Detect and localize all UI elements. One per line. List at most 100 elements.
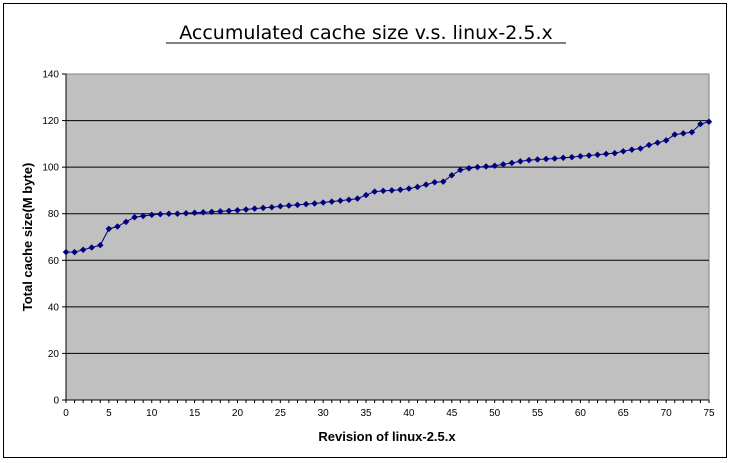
y-tick-label: 0 (53, 396, 59, 407)
data-point (559, 154, 567, 162)
data-point (414, 183, 421, 191)
data-point (234, 206, 241, 214)
data-point (491, 162, 499, 170)
data-point (251, 205, 258, 212)
data-point (697, 120, 704, 128)
y-tick-label: 40 (48, 302, 60, 313)
data-point (122, 218, 130, 226)
data-point (585, 152, 593, 159)
data-point (285, 202, 293, 209)
data-point (294, 201, 301, 209)
data-point (662, 137, 670, 144)
data-point (679, 130, 687, 137)
y-tick-label: 80 (48, 209, 60, 220)
data-point (88, 244, 96, 251)
data-point (379, 187, 387, 195)
plot-area (65, 73, 710, 401)
data-point (637, 145, 644, 152)
data-point (259, 204, 267, 212)
x-tick-label: 70 (661, 408, 673, 419)
y-tick-label: 100 (42, 163, 59, 174)
data-point (457, 166, 464, 174)
data-point (474, 163, 481, 171)
x-tick-label: 55 (532, 408, 544, 419)
data-point (422, 181, 430, 188)
data-point (114, 223, 121, 230)
data-point (148, 211, 156, 219)
x-tick-label: 10 (146, 408, 158, 419)
x-tick-label: 0 (63, 408, 69, 419)
data-point (705, 118, 713, 126)
data-point (165, 210, 173, 218)
data-point (268, 203, 276, 211)
data-point (225, 207, 233, 215)
y-tick-label: 20 (48, 349, 60, 360)
data-point (371, 188, 378, 195)
data-point (534, 156, 541, 163)
series-group (62, 118, 713, 256)
data-point (594, 151, 601, 159)
data-point (568, 153, 576, 161)
data-point (276, 202, 284, 210)
data-point (216, 208, 224, 215)
x-tick-label: 60 (575, 408, 587, 419)
axes (62, 73, 710, 403)
data-point (431, 178, 439, 186)
data-point (191, 209, 198, 217)
data-point (156, 210, 164, 218)
data-point (602, 150, 610, 158)
x-tick-label: 50 (489, 408, 501, 419)
data-point (139, 212, 147, 220)
data-point (499, 160, 507, 168)
data-point (182, 209, 190, 217)
x-tick-label: 30 (318, 408, 330, 419)
data-point (517, 157, 524, 165)
data-point (482, 163, 490, 170)
x-tick-label: 45 (446, 408, 458, 419)
data-point (208, 208, 216, 216)
data-point (508, 159, 516, 167)
data-point (577, 152, 584, 160)
data-point (405, 185, 413, 192)
data-point (619, 147, 627, 155)
data-point (105, 225, 113, 233)
data-point (611, 149, 619, 157)
x-tick-label: 15 (189, 408, 201, 419)
data-point (302, 200, 310, 208)
data-point (174, 210, 181, 218)
data-point (448, 171, 456, 179)
data-point (525, 156, 533, 164)
x-tick-label: 35 (361, 408, 373, 419)
data-point (542, 155, 550, 163)
y-tick-label: 60 (48, 256, 60, 267)
x-tick-label: 65 (618, 408, 630, 419)
data-point (645, 141, 653, 149)
data-point (654, 139, 661, 147)
y-tick-label: 120 (42, 116, 59, 127)
data-point (671, 131, 679, 138)
x-tick-label: 5 (106, 408, 112, 419)
data-point (242, 206, 250, 213)
chart-title: Accumulated cache size v.s. linux-2.5.x (179, 22, 553, 44)
data-point (336, 197, 344, 205)
data-point (688, 128, 696, 136)
data-point (388, 187, 396, 194)
data-point (439, 178, 447, 185)
x-tick-label: 40 (403, 408, 415, 419)
data-point (96, 241, 104, 249)
x-tick-label: 20 (232, 408, 244, 419)
y-axis-label: Total cache size(M byte) (20, 163, 35, 312)
data-point (62, 248, 70, 256)
data-point (71, 248, 78, 256)
x-axis-label: Revision of linux-2.5.x (318, 429, 456, 444)
data-point (328, 198, 336, 205)
data-point (319, 199, 327, 206)
tick-labels: 0 20 40 60 80 100 120 140 0 5 10 15 20 25 30 35 40 45 50 55… (42, 70, 715, 420)
data-point (311, 200, 318, 207)
data-point (131, 213, 138, 221)
data-point (79, 246, 87, 254)
data-point (628, 146, 636, 154)
data-point (354, 195, 361, 202)
x-tick-label: 75 (703, 408, 715, 419)
